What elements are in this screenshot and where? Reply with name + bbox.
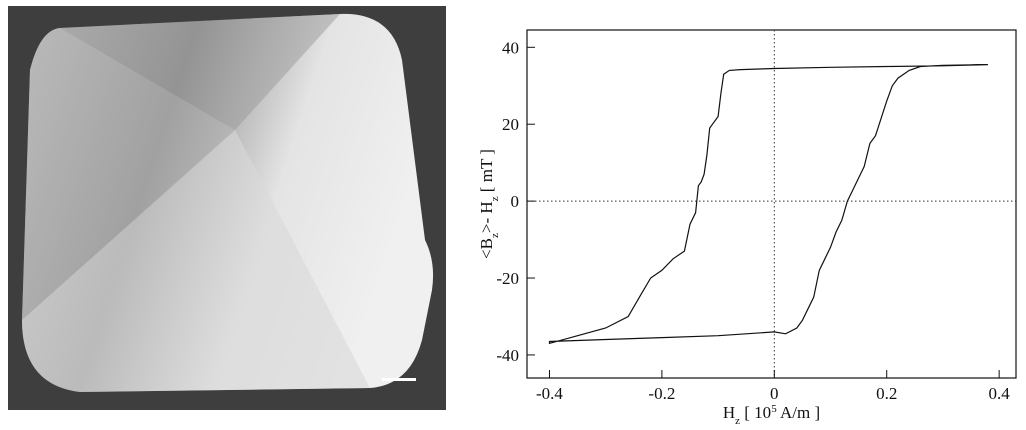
plot: -0.4 -0.2 0 0.2 0.4 -40 -20 0 20 40 Hz [ 105 A/m ]… bbox=[477, 29, 1017, 427]
plot-frame bbox=[526, 29, 1017, 379]
ylabel-part: >- H bbox=[477, 201, 496, 233]
x-tick-label: 0.2 bbox=[876, 384, 897, 403]
scale-bar bbox=[382, 378, 416, 381]
ylabel: <Bz>- Hz [ mT ] bbox=[477, 149, 501, 259]
y-tick-label: 0 bbox=[511, 192, 520, 211]
xlabel-part: 5 bbox=[771, 403, 777, 415]
facet-bottom bbox=[22, 130, 370, 392]
xlabel-part: H bbox=[723, 403, 735, 422]
x-tick-label: 0 bbox=[770, 384, 779, 403]
x-tick-label: -0.2 bbox=[648, 384, 675, 403]
xlabel-part: [ 10 bbox=[740, 403, 771, 422]
x-tick-label: -0.4 bbox=[536, 384, 563, 403]
ylabel-part: [ mT ] bbox=[477, 149, 496, 196]
xlabel: Hz [ 105 A/m ] bbox=[723, 403, 820, 427]
ylabel-part: z bbox=[489, 196, 501, 201]
xlabel-part: A/m ] bbox=[777, 403, 820, 422]
y-tick-label: -40 bbox=[496, 346, 519, 365]
y-tick-label: -20 bbox=[496, 269, 519, 288]
facet-left bbox=[22, 28, 235, 320]
facet-top bbox=[60, 14, 340, 130]
xlabel-part: z bbox=[735, 415, 740, 427]
ylabel-part: <B bbox=[477, 238, 496, 259]
ylabel-part: z bbox=[489, 233, 501, 238]
hysteresis-line bbox=[548, 64, 988, 345]
micrograph bbox=[8, 6, 446, 410]
y-tick-label: 20 bbox=[502, 115, 519, 134]
x-tick-label: 0.4 bbox=[989, 384, 1011, 403]
y-tick-label: 40 bbox=[502, 38, 519, 57]
